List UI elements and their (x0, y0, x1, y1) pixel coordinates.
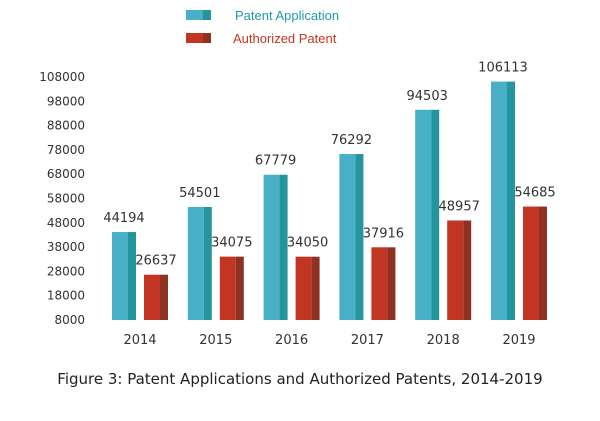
bar-authorized-2016 (295, 256, 320, 320)
legend-label-0: Patent Application (235, 8, 339, 23)
bar-side (160, 274, 168, 320)
x-tick-label: 2019 (502, 333, 535, 348)
data-label: 106113 (478, 61, 528, 76)
bar-authorized-2019 (523, 206, 547, 320)
bar-authorized-2014 (144, 274, 168, 320)
bar-side (539, 206, 547, 320)
data-label: 37916 (363, 226, 404, 241)
bar-face (219, 256, 236, 320)
bar-side (235, 256, 244, 320)
y-tick-label: 68000 (47, 167, 85, 181)
bar-authorized-2018 (447, 220, 472, 320)
data-label: 44194 (103, 211, 144, 226)
bar-application-2019 (491, 81, 515, 320)
y-tick-label: 18000 (47, 289, 85, 303)
y-tick-label: 98000 (47, 94, 85, 108)
y-tick-label: 58000 (47, 192, 85, 206)
bar-face (523, 206, 539, 320)
bar-face (263, 174, 280, 320)
y-tick-label: 48000 (47, 216, 85, 230)
x-tick-label: 2017 (351, 333, 384, 348)
bar-side (128, 232, 136, 320)
data-label: 34050 (287, 236, 328, 251)
data-label: 54501 (179, 186, 220, 201)
bar-authorized-2017 (371, 247, 396, 320)
x-tick-label: 2018 (427, 333, 460, 348)
bar-application-2015 (187, 207, 212, 320)
bar-side (387, 247, 396, 320)
data-label: 48957 (439, 199, 480, 214)
bar-face (112, 232, 128, 320)
y-tick-label: 108000 (39, 70, 85, 84)
bar-application-2017 (339, 154, 364, 320)
bar-authorized-2015 (219, 256, 244, 320)
bar-side (311, 256, 320, 320)
data-label: 34075 (211, 236, 252, 251)
bar-face (144, 274, 160, 320)
data-label: 26637 (135, 254, 176, 269)
data-label: 76292 (331, 133, 372, 148)
y-tick-label: 28000 (47, 264, 85, 278)
bar-side (431, 109, 440, 321)
legend-label-1: Authorized Patent (233, 31, 337, 46)
bar-face (415, 109, 432, 321)
bar-side (279, 174, 288, 320)
bar-face (339, 154, 356, 320)
bar-side (355, 154, 364, 320)
bar-face (371, 247, 388, 320)
patent-bar-chart: Patent Application Authorized Patent 8000… (39, 8, 555, 348)
data-labels: 44194 26637 54501 34075 67779 34050 76292 37916… (103, 61, 555, 269)
y-tick-label: 88000 (47, 119, 85, 133)
data-label: 54685 (514, 186, 555, 201)
bar-face (447, 220, 464, 320)
bar-face (491, 81, 507, 320)
legend-swatch-1-main (186, 33, 203, 43)
bar-side (203, 207, 212, 320)
legend-swatch-0-main (186, 10, 203, 20)
legend-swatch-1-shade (203, 33, 211, 43)
data-label: 94503 (407, 89, 448, 104)
legend-swatch-0-shade (203, 10, 211, 20)
x-axis: 2014 2015 2016 2017 2018 2019 (123, 333, 535, 348)
bar-side (463, 220, 472, 320)
x-tick-label: 2015 (199, 333, 232, 348)
x-tick-label: 2016 (275, 333, 308, 348)
bar-application-2016 (263, 174, 288, 320)
legend: Patent Application Authorized Patent (186, 8, 339, 46)
bar-face (187, 207, 204, 320)
bar-application-2014 (112, 232, 136, 320)
chart-caption: Figure 3: Patent Applications and Author… (57, 370, 543, 388)
y-axis: 8000 18000 28000 38000 48000 58000 68000 78000 8… (39, 70, 85, 327)
y-tick-label: 8000 (54, 313, 85, 327)
x-tick-label: 2014 (123, 333, 156, 348)
bar-face (295, 256, 312, 320)
bar-application-2018 (415, 109, 440, 321)
bar-side (507, 81, 515, 320)
y-tick-label: 78000 (47, 143, 85, 157)
data-label: 67779 (255, 154, 296, 169)
bars (112, 81, 547, 321)
y-tick-label: 38000 (47, 240, 85, 254)
